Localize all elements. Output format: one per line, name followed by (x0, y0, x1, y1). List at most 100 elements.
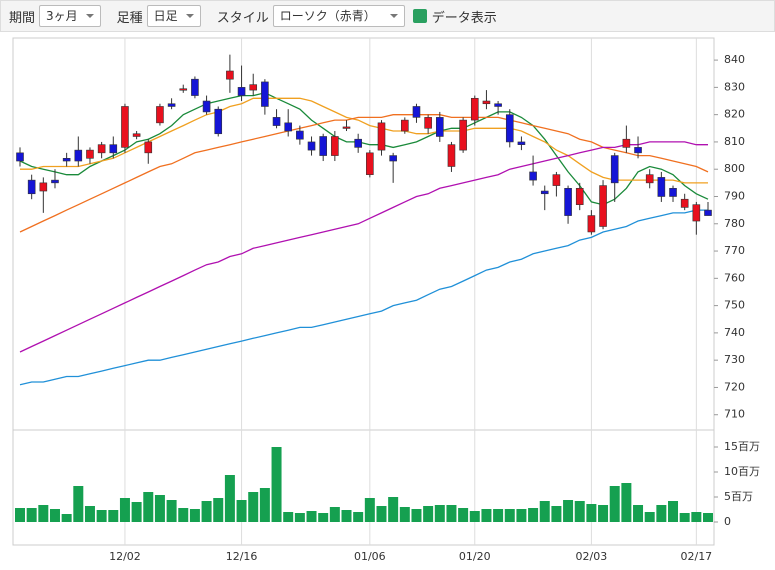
candle-body (447, 144, 456, 167)
candle-body (284, 122, 293, 132)
volume-bar (61, 514, 72, 522)
candle-body (261, 81, 269, 107)
x-tick-label: 02/17 (680, 550, 712, 563)
y-tick-label: 730 (724, 353, 745, 366)
dropdown[interactable]: ローソク（赤青） (272, 5, 405, 27)
candle-body (237, 87, 246, 96)
volume-bar (516, 509, 527, 522)
candle-body (144, 141, 153, 154)
x-tick-label: 12/16 (226, 550, 258, 563)
y-tick-label: 810 (724, 135, 745, 148)
y-tick-label: 770 (724, 244, 745, 257)
candle-body (482, 100, 491, 105)
y2-tick-label: 0 (724, 515, 731, 528)
volume-bar (38, 505, 49, 522)
volume-bar (551, 506, 562, 522)
candle-body (587, 215, 596, 233)
candle-body (575, 188, 584, 205)
volume-bar (329, 507, 340, 522)
volume-bar (528, 508, 539, 522)
y-tick-label: 820 (724, 108, 745, 121)
volume-bar (248, 492, 259, 522)
candle-body (27, 179, 36, 195)
x-tick-label: 01/20 (459, 550, 491, 563)
candle-body (62, 158, 71, 162)
candle-body (51, 179, 59, 184)
candle-body (634, 147, 642, 154)
moving-average (19, 114, 709, 233)
y-tick-label: 830 (724, 80, 745, 93)
plot-frame (12, 37, 715, 546)
candle-body (494, 103, 502, 107)
candle-body (389, 155, 397, 162)
candle-body (226, 70, 234, 80)
volume-bar (271, 447, 282, 522)
candle-body (435, 117, 444, 137)
y-tick-label: 720 (724, 380, 745, 393)
dropdown[interactable]: 日足 (146, 5, 201, 27)
volume-bar (96, 510, 107, 522)
candle-body (692, 204, 701, 222)
volume-bar (189, 509, 200, 522)
volume-bar (703, 513, 713, 522)
volume-bar (178, 508, 189, 522)
dropdown[interactable]: 3ヶ月 (39, 5, 101, 27)
candle-body (16, 152, 24, 162)
candle-body (86, 149, 94, 159)
volume-bar (691, 512, 702, 522)
candle-body (74, 149, 83, 162)
volume-bar (586, 504, 597, 522)
candle-body (564, 188, 572, 216)
candle-body (517, 141, 526, 145)
candle-body (39, 182, 48, 192)
volume-bar (493, 509, 504, 522)
x-tick-label: 02/03 (576, 550, 608, 563)
candle-body (645, 174, 654, 184)
candle-body (401, 119, 409, 132)
y-tick-label: 780 (724, 217, 745, 230)
candle-body (599, 185, 607, 227)
volume-bar (318, 513, 329, 522)
candle-body (657, 177, 666, 197)
candle-body (156, 106, 164, 124)
checkbox[interactable] (412, 9, 427, 23)
x-tick-label: 12/02 (109, 550, 141, 563)
volume-bar (633, 505, 644, 522)
candle-body (669, 188, 677, 197)
candle-body (167, 103, 176, 107)
volume-bar (644, 512, 655, 522)
volume-bar (574, 501, 585, 522)
volume-bar (306, 511, 317, 522)
y-tick-label: 710 (724, 408, 745, 421)
toolbar: 期間 3ヶ月 足種 日足 スタイル ローソク（赤青） データ表示 (0, 0, 775, 32)
moving-average (19, 209, 708, 386)
volume-bar (423, 506, 434, 522)
candle-body (179, 88, 188, 91)
volume-bar (539, 501, 550, 522)
volume-bar (598, 505, 609, 522)
candle-body (470, 97, 479, 121)
candle-body (202, 100, 211, 113)
candle-body (552, 174, 561, 186)
moving-average (20, 97, 708, 184)
candle-body (97, 144, 106, 154)
volume-bar (481, 509, 492, 522)
volume-bar (108, 510, 119, 522)
volume-bar (84, 506, 95, 522)
volume-bar (259, 488, 270, 522)
volume-bar (166, 500, 177, 522)
volume-bar (294, 513, 305, 522)
volume-bar (224, 475, 235, 522)
volume-bar (213, 498, 224, 522)
x-tick-label: 01/06 (354, 550, 386, 563)
volume-bar (399, 507, 410, 522)
volume-bar (679, 513, 690, 522)
volume-bar (154, 495, 165, 522)
volume-bar (119, 498, 130, 522)
y2-tick-label: 5百万 (724, 490, 753, 503)
y2-tick-label: 15百万 (724, 440, 760, 453)
volume-bar (458, 508, 469, 522)
candle-body (307, 141, 316, 151)
volume-bar (26, 508, 37, 522)
